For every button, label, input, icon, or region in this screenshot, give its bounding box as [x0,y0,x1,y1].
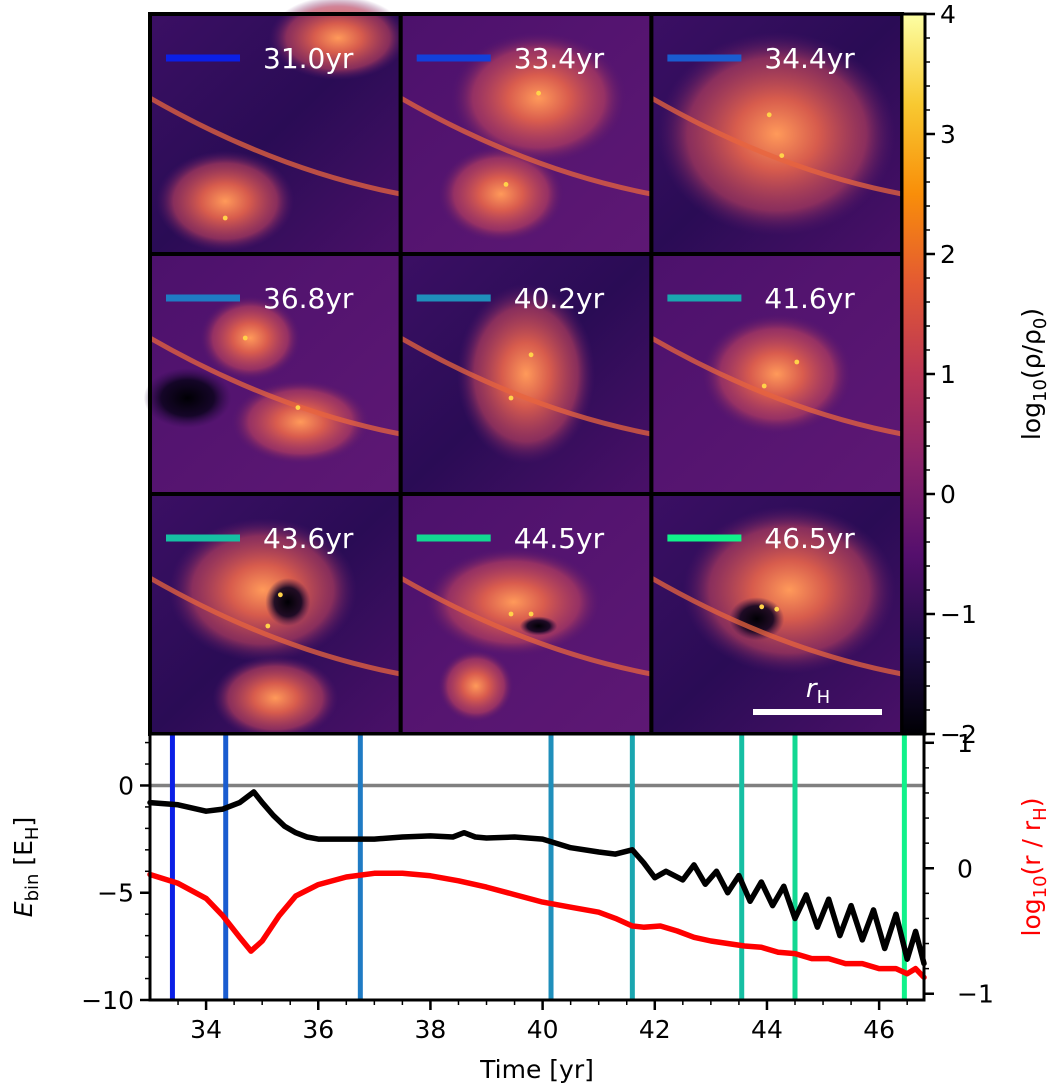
star-marker [759,604,765,610]
x-tick-label: 46 [863,1015,895,1044]
colorbar-tick-label: 2 [940,240,956,269]
plot-frame [148,732,926,1002]
snapshot-time-label: 46.5yr [764,522,855,555]
right-y-axis-label: log10(r / rH) [1017,798,1051,937]
colorbar-tick-label: −1 [940,600,977,629]
snapshot-panel: 31.0yr [148,0,407,256]
snapshot-panel: 34.4yr [649,12,905,256]
star-marker [222,215,228,221]
left-y-axis-ticks: 0 −5 −10 [81,741,150,1015]
left-y-tick-label: 0 [118,771,134,800]
star-marker [242,335,248,341]
star-marker [508,395,514,401]
snapshot-time-label: 40.2yr [514,282,605,315]
star-marker [779,153,785,159]
x-tick-label: 42 [639,1015,671,1044]
snapshot-panel: 44.5yr [398,492,654,736]
colorbar-tick-label: −2 [940,720,977,749]
star-marker [766,112,772,118]
star-marker [508,611,514,617]
left-y-tick-label: −5 [97,879,134,908]
snapshot-panel: 41.6yr [649,252,905,496]
scale-bar-label: rH [806,674,830,708]
colorbar-ticks: 4 3 2 1 0 −1 −2 [925,0,977,749]
snapshot-time-label: 33.4yr [514,42,605,75]
colorbar: 4 3 2 1 0 −1 −2 log10(ρ/ρ0) [900,0,1051,749]
star-marker [295,405,301,410]
x-axis-ticks: 34 36 38 40 42 44 46 [177,1000,908,1044]
colorbar-tick-label: 0 [940,480,956,509]
snapshot-panel: 40.2yr [398,252,654,496]
x-tick-label: 38 [415,1015,447,1044]
star-marker [536,90,541,96]
colorbar-label: log10(ρ/ρ0) [1017,308,1051,440]
line-chart: 34 36 38 40 42 44 46 0 −5 −10 1 0 −1 Time [yr] Ebi… [9,729,1051,1084]
series-lines [147,789,927,981]
snapshot-time-lines [169,734,907,1000]
snapshot-time-label: 34.4yr [764,42,855,75]
right-y-axis-ticks: 1 0 −1 [924,729,994,1009]
snapshot-time-label: 43.6yr [263,522,354,555]
left-y-axis-label: Ebin [EH] [9,817,43,917]
right-y-tick-label: 1 [957,729,973,758]
snapshot-panel: 46.5yr [649,492,905,736]
colorbar-tick-label: 1 [940,360,956,389]
star-marker [277,592,283,598]
star-marker [265,623,271,629]
x-tick-label: 40 [527,1015,559,1044]
snapshot-time-label: 36.8yr [263,282,354,315]
snapshot-panel: 33.4yr [398,12,654,256]
snapshot-time-label: 41.6yr [764,282,855,315]
x-tick-label: 34 [190,1015,222,1044]
right-y-tick-label: 0 [957,854,973,883]
right-y-tick-label: −1 [957,980,994,1009]
star-marker [794,359,800,365]
series-line [147,870,927,981]
star-marker [774,606,780,612]
snapshot-panel: 43.6yr [148,492,403,740]
star-marker [528,352,534,358]
snapshot-time-label: 44.5yr [514,522,605,555]
snapshot-panels: 31.0yr 33.4yr 34.4yr 36.8yr 40.2yr 41.6yr 43.6… [143,0,905,740]
series-line [147,789,927,967]
scale-bar: rH [753,674,882,715]
colorbar-tick-label: 4 [940,0,956,29]
left-y-tick-label: −10 [81,986,134,1015]
star-marker [528,611,534,617]
colorbar-tick-label: 3 [940,120,956,149]
snapshot-panel: 36.8yr [143,252,403,496]
colorbar-gradient [902,14,925,734]
snapshot-time-label: 31.0yr [263,42,354,75]
star-marker [503,182,509,187]
x-axis-label: Time [yr] [479,1055,594,1084]
x-tick-label: 44 [751,1015,783,1044]
star-marker [761,383,767,389]
x-tick-label: 36 [302,1015,334,1044]
